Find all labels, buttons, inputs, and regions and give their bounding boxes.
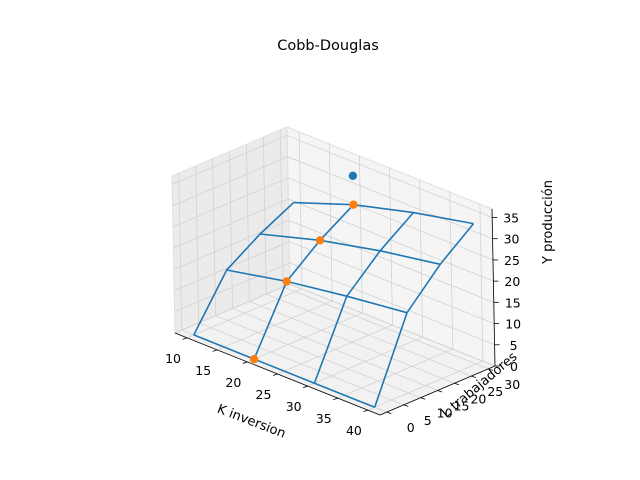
scatter-point xyxy=(348,171,358,180)
x-tick-label: 25 xyxy=(256,387,272,402)
gridline-z xyxy=(172,135,493,218)
scatter-point xyxy=(315,236,325,245)
gridline-z xyxy=(173,198,494,282)
x-tick-label: 10 xyxy=(165,351,181,366)
y-tick-label: 10 xyxy=(437,406,453,421)
y-tick-label: 30 xyxy=(504,377,520,392)
y-tick xyxy=(403,404,409,407)
z-tick-label: 25 xyxy=(504,253,520,268)
wireframe-line-L xyxy=(226,269,408,314)
wireframe-line-K xyxy=(373,223,475,408)
z-axis-label: Y producción xyxy=(541,180,556,265)
z-tick-label: 0 xyxy=(510,359,518,374)
z-tick-label: 5 xyxy=(510,338,518,353)
y-tick xyxy=(454,382,460,386)
scatter-point xyxy=(249,354,259,364)
y-tick xyxy=(437,390,443,393)
gridline-z xyxy=(174,283,496,367)
wireframe-surface xyxy=(193,201,475,409)
z-axis-line xyxy=(491,208,496,367)
x-axis-label: K inversion xyxy=(215,402,288,442)
x-tick-label: 40 xyxy=(346,423,362,438)
wireframe-line-K xyxy=(313,212,415,384)
x-tick xyxy=(182,337,188,340)
wireframe-line-K xyxy=(193,202,295,336)
scatter-point xyxy=(282,277,291,286)
scatter-point xyxy=(349,200,358,209)
x-tick xyxy=(363,409,369,413)
z-tick-label: 20 xyxy=(504,274,520,289)
z-tick-label: 10 xyxy=(505,317,521,332)
z-tick-label: 30 xyxy=(504,232,520,247)
y-tick xyxy=(488,368,493,371)
scatter-points xyxy=(249,171,358,364)
gridline-z xyxy=(174,241,495,324)
y-tick-label: 25 xyxy=(487,384,503,399)
wireframe-line-L xyxy=(193,334,375,409)
x-tick xyxy=(272,373,278,376)
x-tick xyxy=(212,349,218,352)
y-tick-label: 20 xyxy=(470,391,486,406)
x-tick xyxy=(333,397,338,400)
chart-title: Cobb-Douglas xyxy=(277,38,379,54)
gridline-z xyxy=(172,156,493,240)
x-tick xyxy=(242,361,248,364)
z-tick-label: 35 xyxy=(503,210,519,225)
x-tick-label: 30 xyxy=(286,399,302,414)
gridline-z xyxy=(173,219,494,303)
y-tick-label: 5 xyxy=(424,413,432,428)
gridline-z xyxy=(172,177,494,261)
x-tick-label: 15 xyxy=(195,363,211,378)
x-tick-label: 35 xyxy=(316,411,332,426)
wireframe-line-L xyxy=(293,201,474,225)
wireframe-line-L xyxy=(260,233,441,266)
y-tick xyxy=(420,397,426,400)
z-tick-label: 15 xyxy=(505,295,521,310)
x-tick xyxy=(303,385,308,388)
x-tick-label: 20 xyxy=(225,375,241,390)
y-tick-label: 0 xyxy=(407,420,415,435)
y-tick xyxy=(471,375,476,378)
wireframe-line-K xyxy=(253,204,355,360)
y-tick-label: 15 xyxy=(454,399,470,414)
y-tick xyxy=(386,411,392,414)
